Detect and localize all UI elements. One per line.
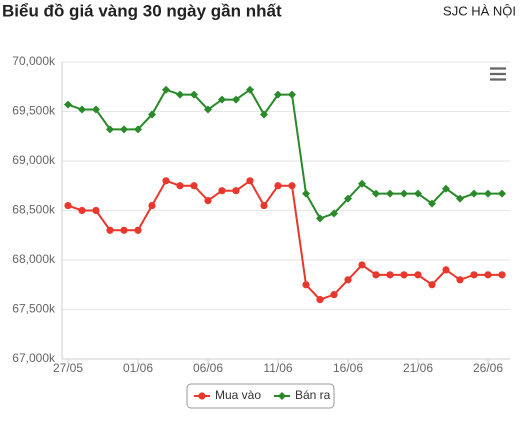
x-tick-label: 16/06 bbox=[333, 361, 363, 375]
point bbox=[344, 276, 352, 284]
x-tick-label: 27/05 bbox=[53, 361, 83, 375]
point bbox=[330, 209, 338, 218]
point bbox=[190, 90, 198, 99]
point bbox=[414, 271, 422, 279]
point bbox=[456, 276, 464, 284]
point bbox=[288, 90, 296, 99]
menu-icon[interactable] bbox=[490, 67, 506, 81]
point bbox=[274, 182, 282, 190]
x-tick-label: 11/06 bbox=[263, 361, 292, 375]
point bbox=[400, 189, 408, 198]
point bbox=[386, 271, 394, 279]
point bbox=[288, 182, 296, 190]
point bbox=[274, 90, 282, 99]
point bbox=[278, 392, 286, 400]
point bbox=[498, 271, 506, 279]
point bbox=[498, 189, 506, 198]
point bbox=[442, 184, 450, 193]
point bbox=[372, 271, 380, 279]
point bbox=[64, 100, 72, 109]
point bbox=[204, 105, 212, 114]
point bbox=[198, 392, 206, 400]
x-tick-label: 21/06 bbox=[403, 361, 433, 375]
point bbox=[218, 95, 226, 104]
point bbox=[78, 105, 86, 114]
point bbox=[92, 105, 100, 114]
chart-title: Biểu đồ giá vàng 30 ngày gần nhất bbox=[2, 1, 282, 20]
legend-box bbox=[186, 383, 335, 409]
point bbox=[232, 95, 240, 104]
point bbox=[134, 226, 142, 234]
y-tick-label: 67,000k bbox=[12, 351, 56, 365]
point bbox=[106, 226, 114, 234]
point bbox=[316, 296, 324, 304]
point bbox=[148, 201, 156, 210]
point bbox=[106, 125, 114, 134]
point bbox=[260, 110, 268, 119]
point bbox=[470, 189, 478, 198]
point bbox=[232, 187, 240, 195]
point bbox=[428, 199, 436, 208]
y-tick-label: 67,500k bbox=[12, 302, 56, 316]
point bbox=[134, 125, 142, 134]
point bbox=[344, 194, 352, 203]
point bbox=[400, 271, 408, 279]
point bbox=[470, 271, 478, 279]
point bbox=[456, 194, 464, 203]
point bbox=[148, 110, 156, 119]
point bbox=[92, 206, 100, 215]
x-tick-label: 26/06 bbox=[473, 361, 503, 375]
y-tick-label: 69,000k bbox=[12, 153, 56, 167]
series-line bbox=[67, 88, 502, 220]
point bbox=[428, 281, 436, 289]
point bbox=[162, 177, 170, 185]
y-tick-label: 68,000k bbox=[12, 252, 56, 266]
menu-button[interactable] bbox=[486, 64, 510, 84]
point bbox=[176, 90, 184, 99]
point bbox=[302, 281, 310, 289]
point bbox=[316, 214, 324, 223]
point bbox=[372, 189, 380, 198]
point bbox=[358, 261, 366, 269]
legend-label: Mua vào bbox=[215, 388, 261, 402]
x-tick-label: 01/06 bbox=[123, 361, 153, 375]
y-tick-label: 69,500k bbox=[12, 104, 56, 118]
point bbox=[260, 201, 268, 210]
point bbox=[484, 271, 492, 279]
y-tick-label: 68,500k bbox=[12, 203, 56, 217]
point bbox=[358, 179, 366, 188]
x-tick-label: 06/06 bbox=[193, 361, 223, 375]
point bbox=[386, 189, 394, 198]
legend-label: Bán ra bbox=[295, 388, 331, 402]
point bbox=[218, 187, 226, 195]
point bbox=[330, 291, 338, 299]
point bbox=[64, 201, 72, 210]
point bbox=[246, 85, 254, 94]
point bbox=[414, 189, 422, 198]
y-tick-label: 70,000k bbox=[12, 54, 56, 68]
point bbox=[442, 266, 450, 274]
point bbox=[120, 125, 128, 134]
point bbox=[484, 189, 492, 198]
point bbox=[176, 182, 184, 190]
point bbox=[190, 182, 198, 190]
point bbox=[120, 226, 128, 234]
point bbox=[246, 177, 254, 185]
point bbox=[162, 85, 170, 94]
point bbox=[302, 189, 310, 198]
point bbox=[204, 197, 212, 205]
chart-subtitle: SJC HÀ NỘI bbox=[443, 3, 516, 18]
point bbox=[78, 206, 86, 215]
